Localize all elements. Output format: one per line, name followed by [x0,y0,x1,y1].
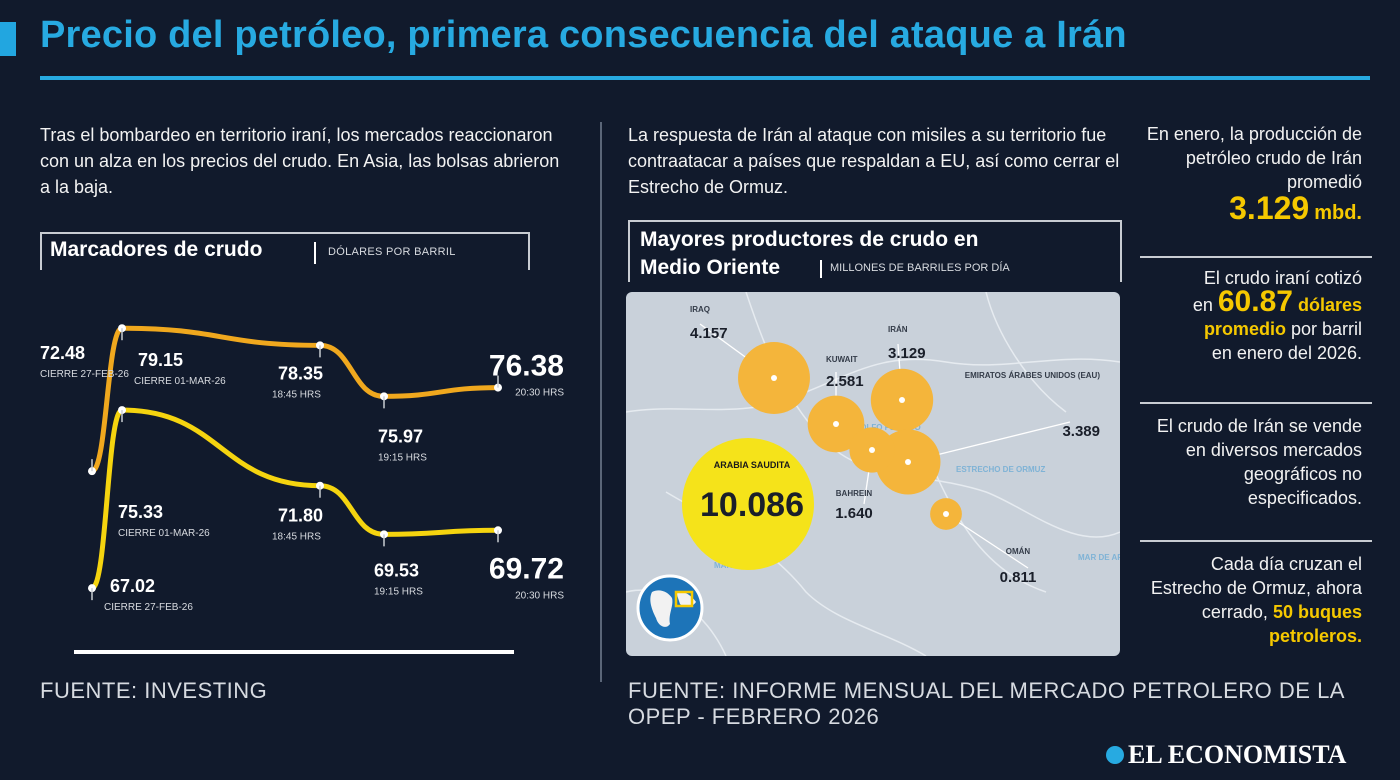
data-label-value: 67.02 [110,576,155,596]
globe-icon [636,574,704,642]
bubbles [682,342,962,570]
data-point [118,406,126,415]
bubble-name-label: EMIRATOS ÁRABES UNIDOS (EAU) [965,371,1101,380]
source-right: FUENTE: INFORME MENSUAL DEL MERCADO PETR… [628,678,1344,729]
map-title-line2: Medio Oriente [640,256,781,279]
data-label-time: 20:30 HRS [515,590,564,601]
map-title-line1: Mayores productores de crudo en [640,228,979,251]
bubble-value-label: 10.086 [700,486,804,524]
data-label-value: 78.35 [278,363,323,383]
side-fact-price-line4: en enero del 2026. [1211,343,1362,363]
data-label-time: 18:45 HRS [272,532,321,543]
side-fact-production-text: En enero, la producción de petróleo crud… [1146,124,1362,192]
side-fact-production-unit: mbd. [1314,202,1362,224]
bubble-leader [945,513,1029,569]
bubble-arabia [682,438,814,570]
bubble-center [869,447,875,453]
map-title-separator [820,260,822,278]
map-header-frame [628,220,1122,282]
data-label-time: CIERRE 27-FEB-26 [104,602,193,613]
hormuz-label: ESTRECHO DE ORMUZ [956,465,1045,474]
data-label-value: 72.48 [40,343,85,363]
side-fact-price-en: en [1192,295,1213,315]
data-label-time: CIERRE 01-MAR-26 [134,376,226,387]
bubble-center [771,375,777,381]
page-title: Precio del petróleo, primera consecuenci… [40,14,1127,56]
bubble-center [943,511,949,517]
data-label-value: 69.72 [489,552,564,585]
data-label-time: CIERRE 01-MAR-26 [118,528,210,539]
source-left: FUENTE: INVESTING [40,678,268,703]
line-chart-baseline [74,650,514,654]
bubble-name-label: ARABIA SAUDITA [714,460,791,470]
side-fact-price-currency: dólares [1297,295,1362,315]
bubble-center [905,459,911,465]
data-label-value: 76.38 [489,350,564,383]
mid-intro-text: La respuesta de Irán al ataque con misil… [628,125,1120,197]
left-intro-text: Tras el bombardeo en territorio iraní, l… [40,125,560,197]
series-line-1 [89,407,501,591]
side-fact-markets: El crudo de Irán se vende en diversos me… [1156,416,1362,508]
bubble-value-label: 3.129 [888,345,926,362]
bubble-name-label: KUWAIT [826,355,858,364]
data-label-time: 19:15 HRS [378,452,427,463]
side-rule-2 [1140,402,1372,404]
bubble-center [833,421,839,427]
side-fact-price-promedio: promedio [1203,319,1286,339]
bubble-map: GOLFO PÉRSICO ESTRECHO DE ORMUZ MAR ROJO… [626,292,1120,656]
side-fact-hormuz: Cada día cruzan el Estrecho de Ormuz, ah… [1150,552,1362,648]
bubble-name-label: IRÁN [888,325,908,334]
data-label-time: 20:30 HRS [515,388,564,399]
data-label-value: 71.80 [278,506,323,526]
side-fact-price-line1: El crudo iraní cotizó [1203,268,1362,288]
arabian-sea-label: MAR DE ARABIA [1078,553,1120,562]
bubble-name-label: IRAQ [690,305,710,314]
map-unit: MILLONES DE BARRILES POR DÍA [830,262,1010,274]
logo-icon [1106,746,1124,764]
side-fact-hormuz-ships: buques petroleros. [1268,602,1362,646]
title-rule [40,76,1370,80]
bubble-value-label: 0.811 [1000,569,1037,586]
data-point [88,584,96,593]
data-label-value: 75.97 [378,426,423,446]
logo: EL ECONOMISTA [1128,740,1347,769]
data-label-value: 69.53 [374,560,419,580]
line-chart-header-frame [40,232,530,270]
bubble-value-label: 2.581 [826,373,864,390]
line-chart-unit: DÓLARES POR BARRIL [328,246,456,258]
column-divider [600,122,602,682]
bubble-value-label: 4.157 [690,325,728,342]
side-rule-1 [1140,256,1372,258]
data-label-time: 19:15 HRS [374,586,423,597]
line-chart: 72.48 CIERRE 27-FEB-26 79.15 CIERRE 01-MAR-… [40,324,564,613]
bubble-name-label: BAHREIN [836,489,873,498]
data-label-time: CIERRE 27-FEB-26 [40,369,129,380]
line-chart-title-separator [314,242,316,264]
bubble-labels: IRAQ 4.157 KUWAIT 2.581 IRÁN 3.129 EMIRATOS ÁR… [690,305,1100,586]
data-point [494,526,502,535]
side-fact-price-value: 60.87 [1217,285,1293,318]
bubble-name-label: OMÁN [1006,547,1031,556]
series-line-0 [89,325,501,474]
side-fact-hormuz-value: 50 [1272,602,1293,622]
bubble-value-label: 1.640 [835,505,873,522]
data-label-value: 79.15 [138,350,183,370]
bubble-center [899,397,905,403]
data-label-time: 18:45 HRS [272,389,321,400]
side-rule-3 [1140,540,1372,542]
side-fact-price-post: por barril [1290,319,1362,339]
side-fact-price: El crudo iraní cotizó en 60.87 dólares p… [1140,266,1362,365]
title-accent-bar [0,22,16,56]
side-fact-production: En enero, la producción de petróleo crud… [1140,122,1362,225]
line-chart-title: Marcadores de crudo [50,238,263,261]
side-fact-production-value: 3.129 [1229,190,1310,226]
bubble-value-label: 3.389 [1062,423,1100,440]
side-fact-hormuz-text: Cada día cruzan el Estrecho de Ormuz, ah… [1150,554,1362,622]
data-label-value: 75.33 [118,502,163,522]
map-panel: GOLFO PÉRSICO ESTRECHO DE ORMUZ MAR ROJO… [626,292,1120,656]
